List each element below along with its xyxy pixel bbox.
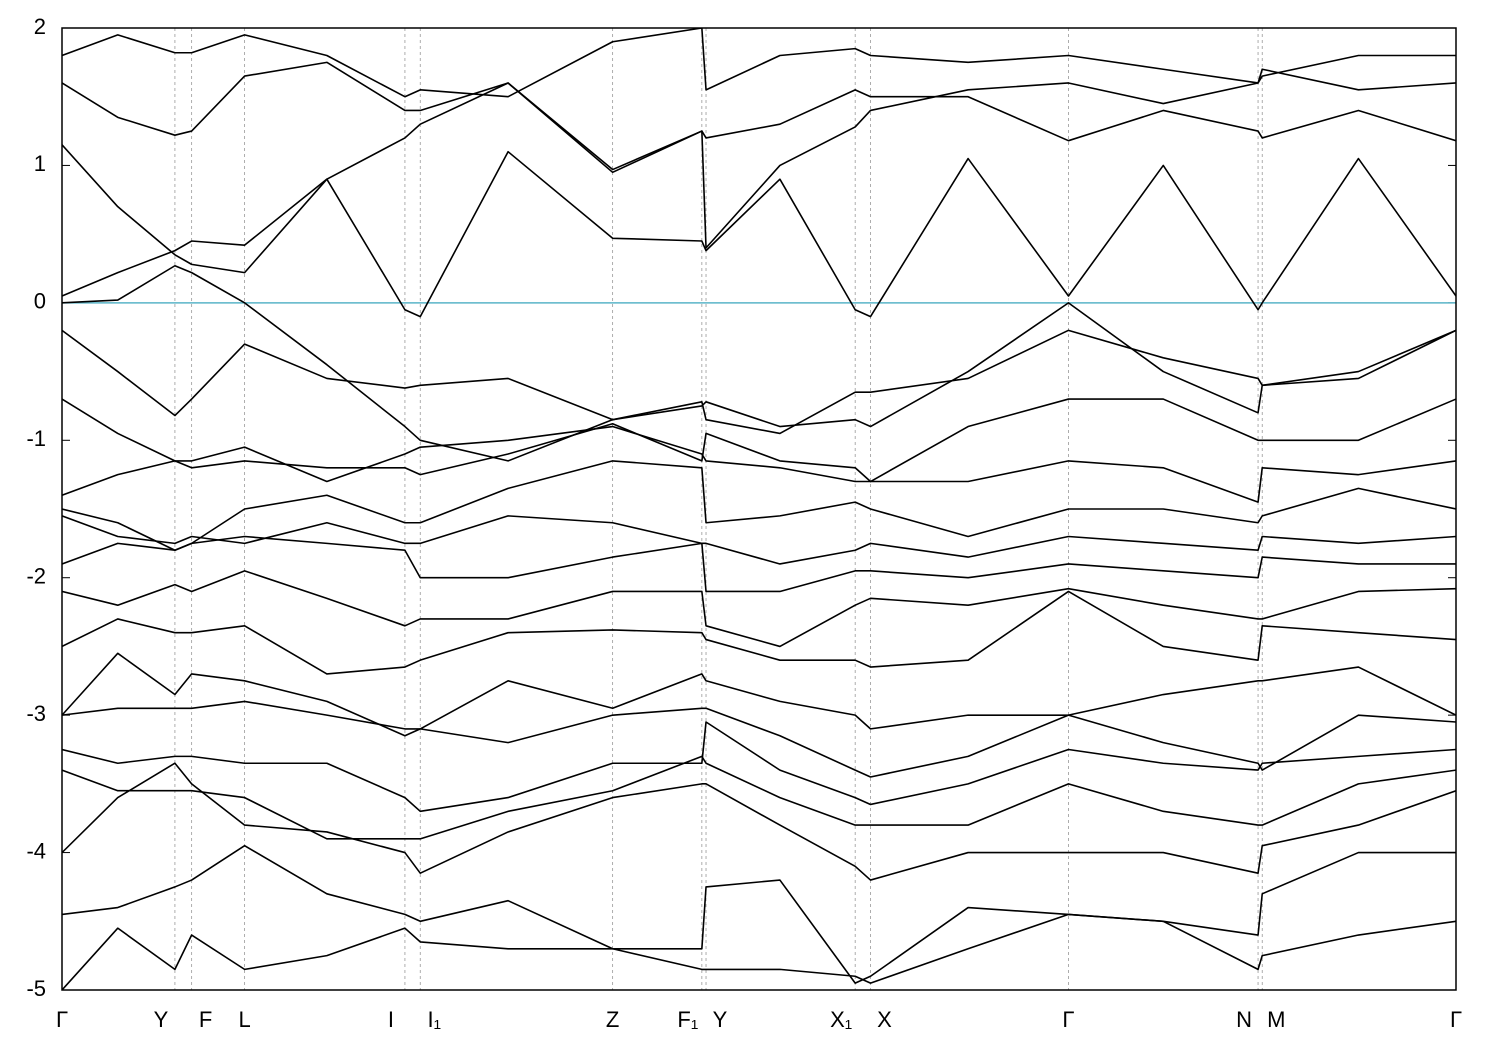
x-tick-label: F₁ (677, 1007, 698, 1032)
band-line (62, 762, 1456, 881)
x-tick-label: I (388, 1007, 394, 1032)
y-tick-label: -1 (26, 426, 46, 451)
x-tick-label: N (1236, 1007, 1252, 1032)
band-line (62, 28, 1456, 98)
band-line (62, 398, 1456, 483)
plot-frame (61, 27, 1457, 991)
tick-labels: -5 -4 -3 -2 -1 0 1 2 Γ Y F L I I₁ Z F₁ Y X₁ X Γ N M Γ (26, 14, 1462, 1032)
band-line (62, 329, 1456, 435)
band-line (62, 425, 1456, 503)
bands (62, 28, 1456, 990)
y-tick-label: -3 (26, 701, 46, 726)
band-line (62, 700, 1456, 778)
band-line (62, 844, 1456, 984)
plot-area (62, 28, 1456, 990)
band-line (62, 652, 1456, 737)
band-line (62, 535, 1456, 593)
band-line (62, 264, 1456, 462)
x-tick-label: Z (606, 1007, 619, 1032)
x-tick-label: Γ (56, 1007, 68, 1032)
y-tick-label: 2 (34, 14, 46, 39)
x-tick-label: F (199, 1007, 212, 1032)
x-tick-label: I₁ (427, 1007, 441, 1032)
y-tick-label: -4 (26, 838, 46, 863)
x-tick-label: Y (713, 1007, 728, 1032)
band-line (62, 61, 1456, 249)
x-tick-label: X₁ (830, 1007, 852, 1032)
y-tick-label: -2 (26, 564, 46, 589)
y-tick-label: 1 (34, 151, 46, 176)
y-tick-label: -5 (26, 976, 46, 1001)
band-line (62, 590, 1456, 675)
x-tick-label: X (877, 1007, 892, 1032)
y-tick-label: 0 (34, 289, 46, 314)
x-tick-label: M (1267, 1007, 1285, 1032)
band-line (62, 913, 1456, 990)
band-line (62, 150, 1456, 318)
band-line (62, 721, 1456, 813)
band-line (62, 755, 1456, 840)
x-tick-label: L (238, 1007, 250, 1032)
x-tick-label: Γ (1062, 1007, 1074, 1032)
x-tick-label: Y (154, 1007, 169, 1032)
band-line (62, 82, 1456, 274)
band-line (62, 570, 1456, 648)
band-line (62, 460, 1456, 552)
x-tick-label: Γ (1450, 1007, 1462, 1032)
